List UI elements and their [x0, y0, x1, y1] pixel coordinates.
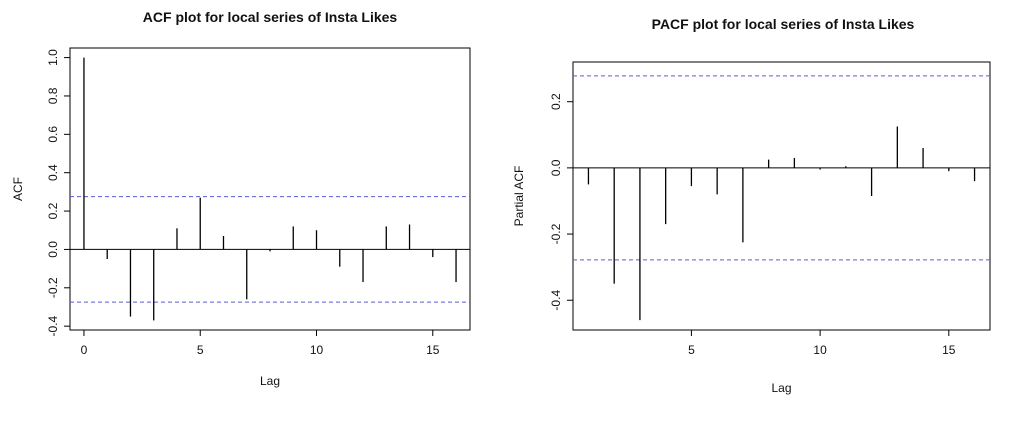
y-tick-label: 0.2 [46, 202, 60, 219]
x-tick-label: 15 [942, 343, 956, 357]
y-tick-label: 0.2 [549, 93, 563, 110]
y-axis-label: ACF [11, 177, 25, 201]
y-tick-label: -0.4 [46, 316, 60, 337]
chart-title: ACF plot for local series of Insta Likes [143, 9, 398, 25]
y-tick-label: 0.0 [549, 159, 563, 176]
y-tick-label: 0.8 [46, 87, 60, 104]
y-tick-label: -0.2 [549, 223, 563, 244]
chart-title: PACF plot for local series of Insta Like… [652, 16, 915, 32]
x-tick-label: 10 [813, 343, 827, 357]
plot-frame [572, 61, 991, 331]
pacf-panel: PACF plot for local series of Insta Like… [512, 16, 991, 395]
x-tick-label: 10 [310, 343, 324, 357]
plot-frame [69, 47, 471, 331]
x-axis-label: Lag [771, 381, 791, 395]
y-tick-label: 0.6 [46, 126, 60, 143]
y-axis-label: Partial ACF [512, 166, 526, 227]
y-tick-label: -0.2 [46, 277, 60, 298]
x-tick-label: 15 [426, 343, 440, 357]
y-tick-label: 1.0 [46, 49, 60, 66]
y-tick-label: 0.4 [46, 164, 60, 181]
x-tick-label: 5 [197, 343, 204, 357]
x-axis-label: Lag [260, 374, 280, 388]
acf-panel: ACF plot for local series of Insta Likes… [11, 9, 471, 388]
x-tick-label: 5 [688, 343, 695, 357]
y-tick-label: -0.4 [549, 290, 563, 311]
x-tick-label: 0 [81, 343, 88, 357]
y-tick-label: 0.0 [46, 241, 60, 258]
